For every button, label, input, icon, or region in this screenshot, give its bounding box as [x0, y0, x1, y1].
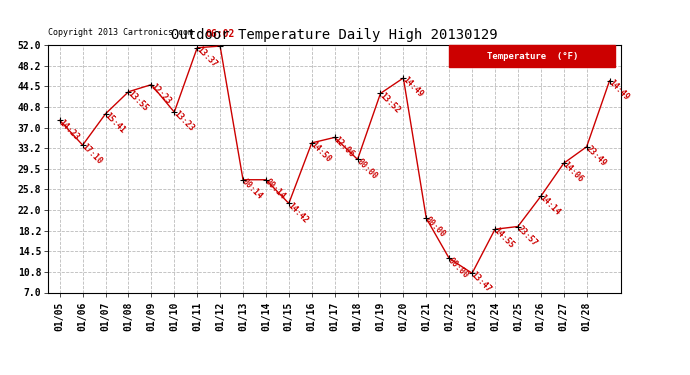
Text: 14:42: 14:42: [286, 201, 310, 225]
Text: 00:00: 00:00: [424, 216, 448, 240]
Text: 14:55: 14:55: [492, 226, 516, 251]
Text: 00:00: 00:00: [446, 256, 471, 280]
Text: Copyright 2013 Cartronics.com: Copyright 2013 Cartronics.com: [48, 28, 193, 37]
Text: 23:49: 23:49: [584, 144, 608, 168]
Text: 13:37: 13:37: [195, 45, 219, 69]
Text: 14:49: 14:49: [401, 75, 424, 99]
Text: 00:14: 00:14: [263, 177, 287, 201]
Text: Temperature  (°F): Temperature (°F): [486, 52, 578, 61]
Text: 12:23: 12:23: [148, 82, 172, 106]
Text: 13:47: 13:47: [469, 270, 493, 294]
Text: 00:14: 00:14: [240, 177, 264, 201]
Text: 14:23: 14:23: [57, 118, 81, 142]
Text: 14:06: 14:06: [561, 160, 585, 184]
Text: 14:14: 14:14: [538, 194, 562, 217]
Text: 13:52: 13:52: [377, 91, 402, 115]
Text: 00:00: 00:00: [355, 157, 379, 181]
Text: 15:41: 15:41: [103, 111, 127, 135]
FancyBboxPatch shape: [449, 45, 615, 67]
Text: 14:49: 14:49: [607, 78, 631, 102]
Text: 17:10: 17:10: [80, 142, 104, 166]
Text: 13:23: 13:23: [172, 110, 195, 134]
Text: 12:06: 12:06: [332, 135, 356, 159]
Text: 14:50: 14:50: [309, 140, 333, 164]
Text: 23:57: 23:57: [515, 224, 539, 248]
Text: 13:55: 13:55: [126, 89, 150, 113]
Title: Outdoor Temperature Daily High 20130129: Outdoor Temperature Daily High 20130129: [171, 28, 498, 42]
Text: 06:02: 06:02: [206, 29, 235, 39]
